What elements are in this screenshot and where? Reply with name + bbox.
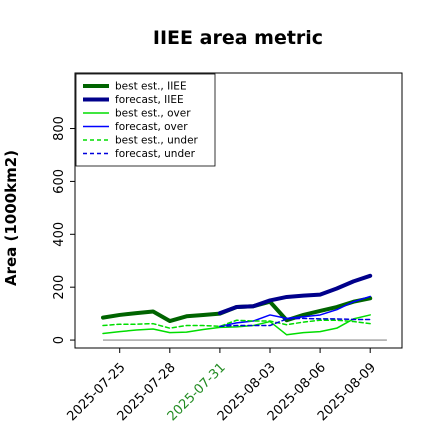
legend-box — [75, 73, 216, 167]
series-line-best-est-over — [102, 314, 371, 336]
series-line-forecast-under — [219, 317, 371, 328]
y-tick-label: 800 — [52, 116, 67, 141]
y-tick-label: 0 — [52, 336, 67, 344]
y-tick-label: 400 — [52, 222, 67, 247]
chart-title: IIEE area metric — [153, 27, 323, 49]
legend-label: forecast, over — [115, 121, 188, 133]
y-axis-label: Area (1000km2) — [2, 150, 20, 286]
legend-label: forecast, IIEE — [115, 94, 184, 106]
legend-label: best est., over — [115, 108, 191, 120]
y-tick-label: 200 — [52, 275, 67, 300]
legend-label: best est., under — [115, 135, 199, 147]
series-line-best-est-iiee — [101, 296, 373, 324]
plot-frame — [74, 72, 403, 349]
plot-area: 02004006008002025-07-252025-07-282025-07… — [52, 72, 403, 424]
series-line-forecast-over — [219, 295, 371, 328]
series-line-best-est-under — [102, 319, 371, 329]
series-line-forecast-iiee — [217, 273, 373, 316]
legend-label: forecast, under — [115, 148, 196, 160]
y-tick-label: 600 — [52, 169, 67, 194]
legend-label: best est., IIEE — [115, 81, 187, 93]
